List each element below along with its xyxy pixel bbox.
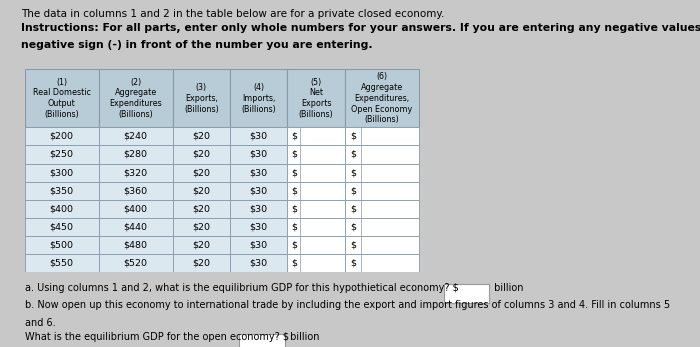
- Text: (4)
Imports,
(Billions): (4) Imports, (Billions): [241, 83, 276, 113]
- Text: $20: $20: [193, 241, 210, 250]
- Bar: [99, 145, 173, 163]
- Bar: [25, 254, 99, 272]
- Bar: [25, 69, 99, 127]
- Text: $20: $20: [193, 168, 210, 177]
- Text: $30: $30: [250, 222, 267, 231]
- Text: (3)
Exports,
(Billions): (3) Exports, (Billions): [184, 83, 218, 113]
- Bar: [344, 182, 419, 200]
- Text: (5)
Net
Exports
(Billions): (5) Net Exports (Billions): [299, 78, 333, 119]
- Text: $: $: [350, 186, 356, 195]
- Text: $: $: [291, 259, 298, 268]
- Text: $: $: [350, 259, 356, 268]
- Bar: [173, 254, 230, 272]
- Text: negative sign (-) in front of the number you are entering.: negative sign (-) in front of the number…: [21, 40, 372, 50]
- Bar: [99, 163, 173, 182]
- Text: (6)
Aggregate
Expenditures,
Open Economy
(Billions): (6) Aggregate Expenditures, Open Economy…: [351, 72, 412, 124]
- Bar: [173, 236, 230, 254]
- Bar: [230, 127, 287, 145]
- Bar: [173, 145, 230, 163]
- Bar: [287, 200, 344, 218]
- Bar: [99, 127, 173, 145]
- Bar: [287, 69, 344, 127]
- Text: b. Now open up this economy to international trade by including the export and i: b. Now open up this economy to internati…: [25, 300, 670, 310]
- Bar: [230, 218, 287, 236]
- Text: $: $: [291, 241, 298, 250]
- Bar: [173, 163, 230, 182]
- Text: $20: $20: [193, 186, 210, 195]
- Text: (1)
Real Domestic
Output
(Billions): (1) Real Domestic Output (Billions): [32, 78, 90, 119]
- Bar: [287, 145, 344, 163]
- Bar: [344, 200, 419, 218]
- Text: $400: $400: [124, 204, 148, 213]
- Bar: [25, 182, 99, 200]
- Text: $: $: [291, 150, 298, 159]
- Bar: [99, 200, 173, 218]
- Bar: [25, 163, 99, 182]
- Text: billion: billion: [287, 332, 319, 342]
- Bar: [344, 163, 419, 182]
- Text: $: $: [350, 132, 356, 141]
- Bar: [230, 236, 287, 254]
- Text: $280: $280: [124, 150, 148, 159]
- Bar: [344, 218, 419, 236]
- Bar: [344, 127, 419, 145]
- Bar: [230, 69, 287, 127]
- Text: $20: $20: [193, 132, 210, 141]
- Bar: [344, 254, 419, 272]
- Bar: [344, 236, 419, 254]
- Bar: [344, 69, 419, 127]
- Bar: [99, 69, 173, 127]
- Bar: [287, 127, 344, 145]
- Text: $20: $20: [193, 204, 210, 213]
- Bar: [99, 236, 173, 254]
- Text: $: $: [350, 150, 356, 159]
- Text: and 6.: and 6.: [25, 318, 55, 328]
- Text: $320: $320: [124, 168, 148, 177]
- Text: $: $: [291, 186, 298, 195]
- Bar: [99, 254, 173, 272]
- Text: $20: $20: [193, 150, 210, 159]
- Text: Instructions: For all parts, enter only whole numbers for your answers. If you a: Instructions: For all parts, enter only …: [21, 23, 700, 33]
- Bar: [173, 182, 230, 200]
- Text: $30: $30: [250, 150, 267, 159]
- Text: $: $: [350, 204, 356, 213]
- Text: billion: billion: [491, 283, 524, 293]
- Text: $30: $30: [250, 241, 267, 250]
- Text: $300: $300: [50, 168, 74, 177]
- Text: $30: $30: [250, 132, 267, 141]
- Text: $550: $550: [50, 259, 74, 268]
- Bar: [25, 200, 99, 218]
- Bar: [25, 127, 99, 145]
- Text: $250: $250: [50, 150, 74, 159]
- Text: $350: $350: [50, 186, 74, 195]
- Text: $: $: [291, 204, 298, 213]
- Bar: [287, 218, 344, 236]
- Text: $480: $480: [124, 241, 148, 250]
- Text: a. Using columns 1 and 2, what is the equilibrium GDP for this hypothietical eco: a. Using columns 1 and 2, what is the eq…: [25, 283, 458, 293]
- Bar: [173, 218, 230, 236]
- Bar: [230, 163, 287, 182]
- Text: The data in columns 1 and 2 in the table below are for a private closed economy.: The data in columns 1 and 2 in the table…: [21, 9, 444, 19]
- Text: $20: $20: [193, 259, 210, 268]
- Text: $: $: [350, 222, 356, 231]
- Text: $: $: [291, 132, 298, 141]
- Text: $: $: [291, 222, 298, 231]
- Text: $: $: [350, 241, 356, 250]
- Bar: [344, 145, 419, 163]
- Bar: [173, 127, 230, 145]
- Text: $30: $30: [250, 186, 267, 195]
- Bar: [25, 145, 99, 163]
- Text: $: $: [291, 168, 298, 177]
- Text: $520: $520: [124, 259, 148, 268]
- Text: What is the equilibrium GDP for the open economy? $: What is the equilibrium GDP for the open…: [25, 332, 288, 342]
- Bar: [230, 145, 287, 163]
- Text: $: $: [350, 168, 356, 177]
- Bar: [173, 69, 230, 127]
- Text: $20: $20: [193, 222, 210, 231]
- Text: $30: $30: [250, 204, 267, 213]
- Bar: [25, 218, 99, 236]
- Bar: [230, 182, 287, 200]
- Bar: [287, 182, 344, 200]
- Text: $360: $360: [124, 186, 148, 195]
- Bar: [99, 182, 173, 200]
